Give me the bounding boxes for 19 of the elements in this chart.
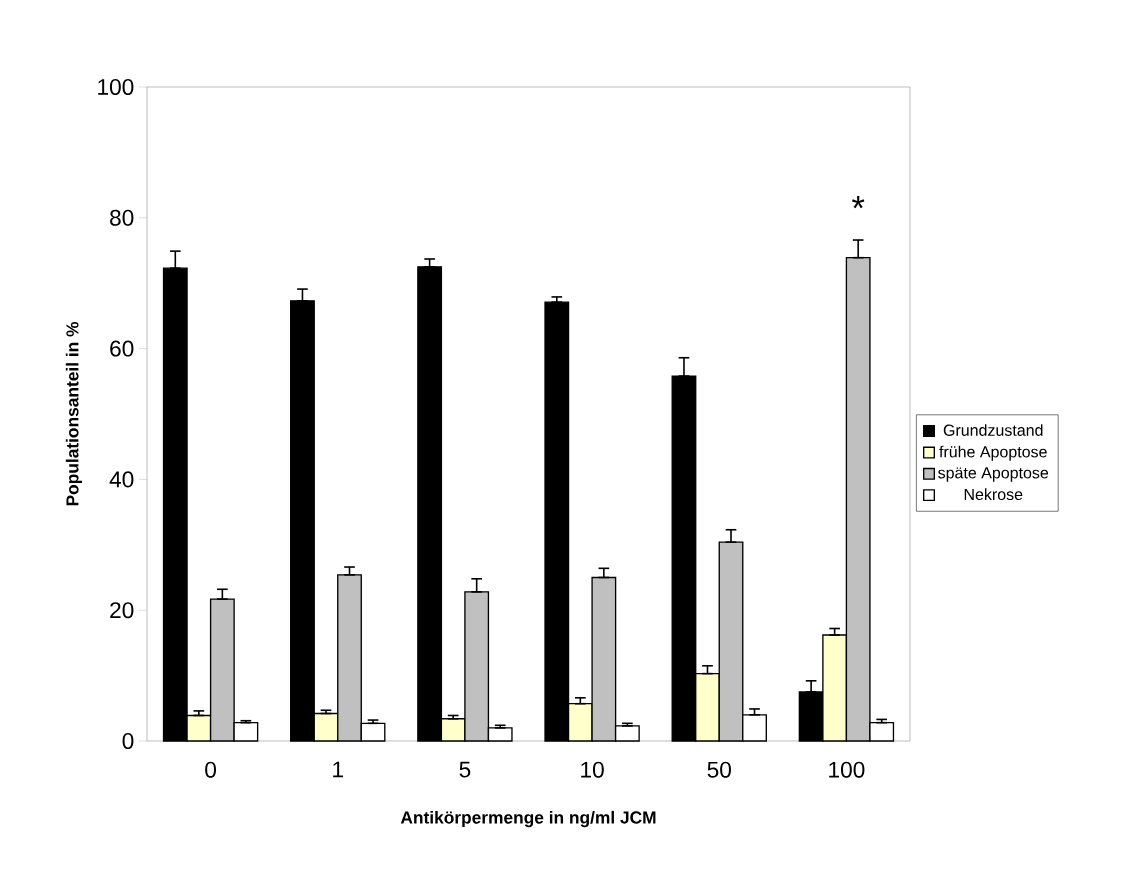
y-tick-label: 0 <box>122 732 134 750</box>
y-axis-title: Populationsanteil in % <box>65 321 82 506</box>
y-tick-label: 100 <box>98 78 134 96</box>
x-tick-label: 10 <box>581 761 604 778</box>
y-tick-label: 40 <box>109 471 134 488</box>
legend-label: frühe Apoptose <box>939 445 1047 461</box>
x-tick-label: 50 <box>707 761 731 778</box>
y-tick-label: 60 <box>110 340 134 357</box>
annotation: * <box>851 196 865 209</box>
y-tick-label: 20 <box>110 602 134 619</box>
x-tick-label: 0 <box>205 761 217 778</box>
legend-label: späte Apoptose <box>938 467 1049 482</box>
y-tick-label: 80 <box>110 209 134 226</box>
x-axis-title: Antikörpermenge in ng/ml JCM <box>400 810 656 828</box>
legend-label: Nekrose <box>964 488 1023 501</box>
x-tick-label: 5 <box>459 761 471 778</box>
x-tick-label: 100 <box>829 761 865 778</box>
legend-label: Grundzustand <box>943 424 1043 436</box>
x-tick-label: 1 <box>333 761 343 778</box>
